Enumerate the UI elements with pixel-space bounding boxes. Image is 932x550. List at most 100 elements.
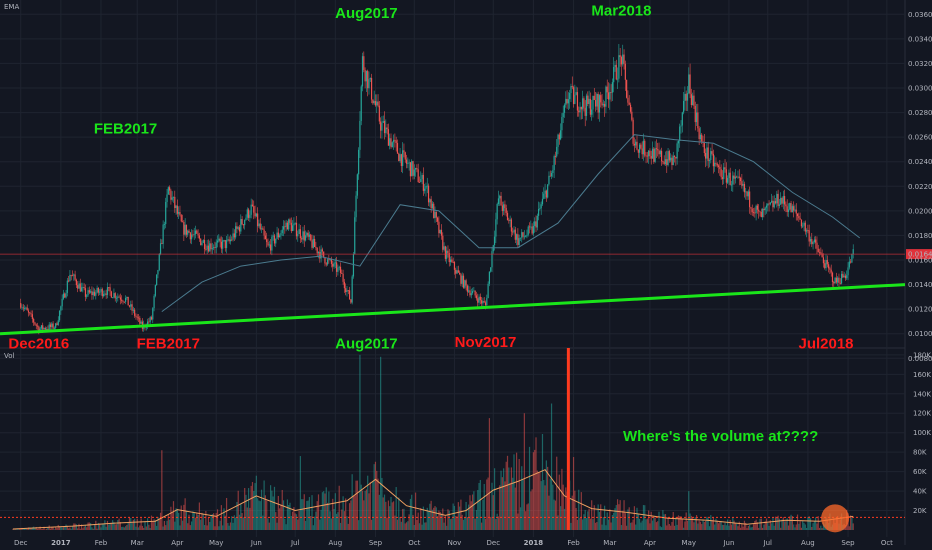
volume-bar (268, 522, 270, 530)
time-tick-label: May (682, 539, 696, 547)
volume-bar (297, 519, 299, 530)
volume-bar (368, 493, 370, 530)
candle-body (228, 239, 230, 242)
candle-body (200, 238, 202, 246)
volume-bar (236, 501, 238, 530)
candle-body (679, 126, 681, 141)
volume-bar (464, 517, 466, 530)
candle-body (623, 54, 625, 64)
candle-body (260, 228, 263, 230)
candle-body (763, 208, 765, 211)
candle-body (539, 208, 541, 209)
candle-body (219, 238, 221, 242)
candle-body (712, 153, 714, 167)
candle-body (597, 93, 599, 113)
volume-bar (808, 516, 810, 530)
candle-body (123, 301, 125, 303)
candle-body (77, 285, 79, 289)
volume-bar (633, 506, 636, 530)
candle-body (136, 316, 138, 318)
candle-body (690, 94, 692, 106)
volume-bar (424, 522, 426, 530)
volume-bar (146, 518, 149, 530)
volume-bar (90, 523, 92, 530)
candle-body (404, 152, 406, 160)
candle-body (210, 243, 212, 250)
candle-body (491, 251, 493, 268)
volume-bar (730, 524, 733, 530)
candle-body (21, 307, 23, 309)
candle-body (152, 308, 154, 320)
candle-body (469, 290, 471, 296)
candle-body (452, 261, 454, 263)
volume-bar (787, 525, 790, 530)
candle-body (431, 203, 434, 209)
candle-body (176, 205, 178, 214)
volume-bar (592, 519, 594, 530)
volume-tick-label: 40K (913, 488, 927, 496)
volume-bar (587, 511, 589, 530)
volume-bars (12, 354, 854, 530)
support-trendline (0, 283, 906, 336)
volume-bar (456, 516, 458, 530)
candle-body (262, 228, 264, 230)
candle-body (42, 325, 44, 330)
candle-body (128, 305, 131, 307)
volume-bar (251, 482, 254, 530)
volume-bar (518, 459, 520, 530)
candle-body (358, 149, 360, 175)
volume-bar (553, 499, 555, 530)
candle-body (756, 205, 759, 210)
candle-body (264, 235, 267, 240)
price-tick-label: 0.008000 (908, 355, 932, 363)
volume-bar (435, 507, 437, 530)
volume-bar (389, 506, 391, 530)
candle-body (569, 93, 571, 100)
candle-body (80, 287, 83, 292)
candle-body (246, 209, 248, 218)
volume-bar (563, 508, 566, 530)
volume-bar (179, 525, 181, 530)
volume-bar (38, 528, 40, 530)
volume-bar (525, 511, 527, 530)
volume-bar (341, 509, 343, 530)
volume-bar (655, 522, 658, 530)
candle-body (288, 219, 290, 230)
volume-bar (714, 524, 716, 530)
volume-bar (225, 497, 228, 530)
volume-bar (205, 510, 207, 530)
candle-body (816, 242, 818, 249)
volume-bar (149, 528, 151, 530)
volume-tick-label: 80K (913, 449, 927, 457)
volume-bar (418, 523, 421, 530)
volume-bar (181, 520, 184, 530)
volume-bar (548, 495, 550, 530)
volume-bar (62, 527, 65, 530)
candle-body (580, 106, 582, 110)
volume-bar (755, 519, 757, 530)
candle-body (367, 70, 369, 89)
candle-body (483, 301, 485, 303)
time-tick-label: 2017 (51, 539, 71, 547)
candle-body (166, 194, 168, 203)
volume-bar (383, 494, 386, 530)
candle-body (311, 240, 313, 248)
candle-body (110, 291, 112, 298)
candle-body (470, 293, 472, 296)
volume-bar (646, 518, 648, 530)
volume-bar (594, 522, 597, 530)
candle-body (681, 112, 683, 126)
candle-body (156, 274, 158, 286)
volume-bar (104, 520, 106, 530)
volume-bar (374, 461, 377, 530)
volume-bar (409, 498, 412, 530)
volume-bar (189, 525, 191, 530)
volume-bar (83, 526, 85, 530)
candle-body (749, 191, 751, 208)
volume-bar (623, 500, 625, 530)
candle-body (587, 95, 589, 105)
candle-body (716, 163, 718, 166)
candle-body (36, 325, 39, 327)
candle-body (552, 170, 554, 174)
volume-bar (141, 525, 144, 530)
